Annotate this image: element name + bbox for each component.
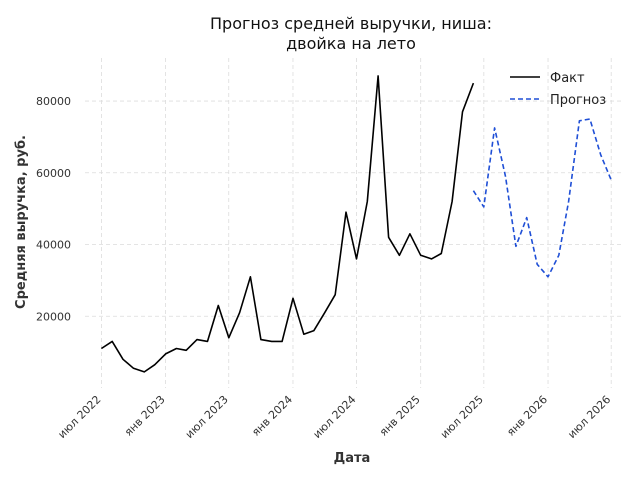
y-axis-label: Средняя выручка, руб. bbox=[14, 135, 29, 309]
chart-title-line-2: двойка на лето bbox=[286, 34, 416, 53]
x-tick-label: июл 2022 bbox=[55, 393, 103, 441]
y-tick-label: 40000 bbox=[36, 239, 71, 252]
x-tick-label: янв 2025 bbox=[377, 393, 423, 439]
y-tick-label: 20000 bbox=[36, 310, 71, 323]
x-tick-label: июл 2024 bbox=[311, 393, 359, 441]
x-axis-label: Дата bbox=[334, 451, 371, 466]
x-tick-label: янв 2024 bbox=[249, 393, 295, 439]
y-tick-label: 80000 bbox=[36, 95, 71, 108]
series-line-fact bbox=[100, 75, 475, 373]
chart-title-line-1: Прогноз средней выручки, ниша: bbox=[210, 14, 492, 33]
series-line-forecast bbox=[472, 118, 612, 278]
x-tick-label: янв 2023 bbox=[122, 393, 168, 439]
x-tick-label: янв 2026 bbox=[504, 393, 550, 439]
plot-area: 20000 40000 60000 80000 июл 2022 янв 2023 июл … bbox=[36, 58, 622, 441]
y-tick-label: 60000 bbox=[36, 167, 71, 180]
x-tick-label: июл 2026 bbox=[565, 393, 613, 441]
x-tick-label: июл 2025 bbox=[438, 393, 486, 441]
x-tick-label: июл 2023 bbox=[183, 393, 231, 441]
legend-label-forecast: Прогноз bbox=[550, 93, 606, 108]
legend: Факт Прогноз bbox=[510, 71, 606, 108]
legend-label-fact: Факт bbox=[550, 71, 585, 86]
